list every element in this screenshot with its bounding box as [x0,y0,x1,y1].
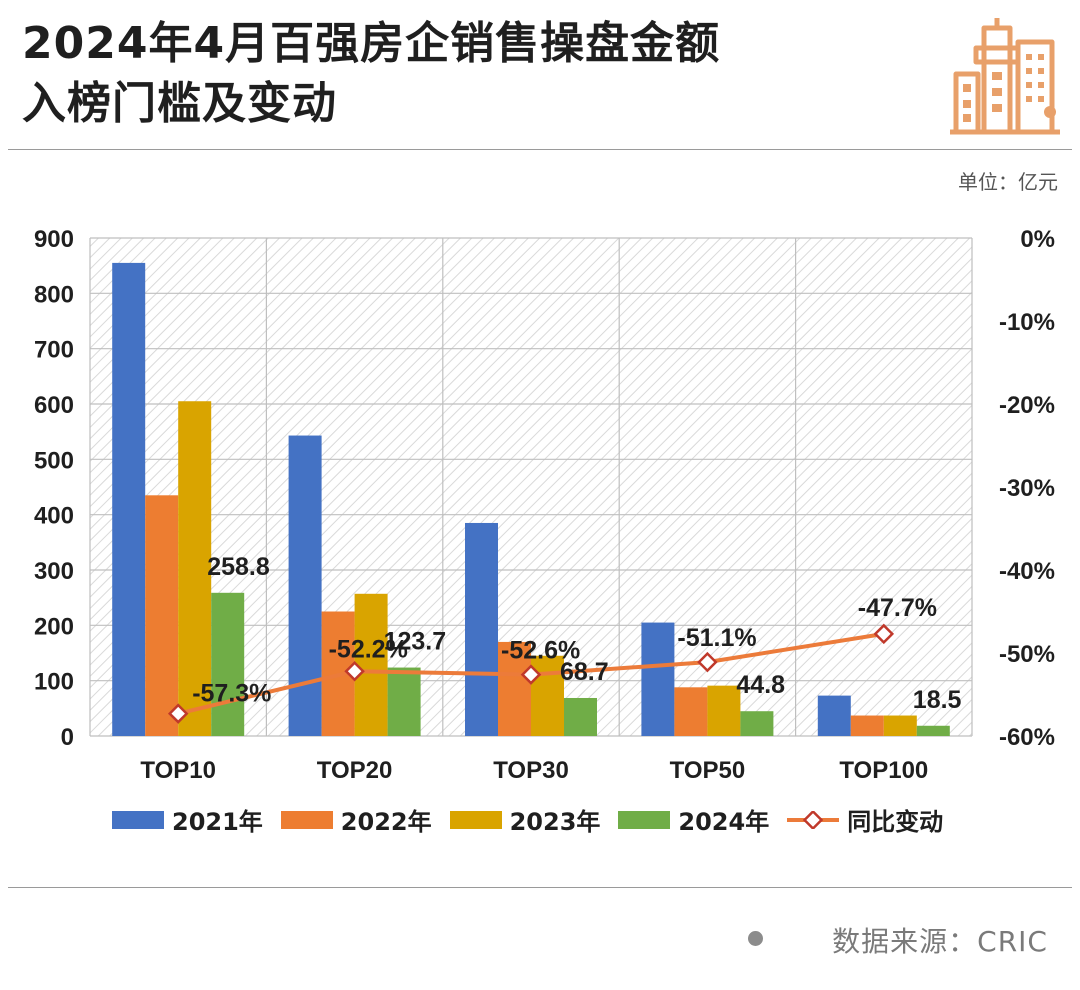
x-tick-label-TOP100: TOP100 [839,757,928,784]
title-line-2: 入榜门槛及变动 [22,78,337,129]
chart-title: 2024年4月百强房企销售操盘金额 入榜门槛及变动 [22,14,720,134]
y-right-tick-label: -60% [999,724,1055,751]
legend-item-2024: 2024年 [618,802,769,837]
yoy-marker-TOP50 [697,651,718,673]
yoy-marker-TOP20 [344,661,365,682]
legend-label-2023: 2023年 [509,808,601,836]
y-left-tick-label: 700 [34,337,74,364]
data-label-2024-TOP20: 123.7 [384,628,447,656]
bar-2022-TOP50 [674,687,708,736]
y-right-tick-label: 0% [1020,226,1055,253]
y-right-tick-label: -10% [999,309,1055,336]
y-left-tick-label: 600 [34,392,74,419]
combo-chart: 258.8 123.7 68.7 44.8 18.5 -57.3% -52.2% -52.6%… [34,226,1055,784]
legend-swatch-2023 [449,810,502,829]
yoy-marker-TOP30 [520,664,542,685]
y-right-tick-label: -50% [999,641,1055,668]
legend-item-2022: 2022年 [280,802,432,837]
bar-2024-TOP30 [564,697,597,736]
legend-label-2021: 2021年 [172,808,263,836]
y-left-tick-label: 200 [34,613,74,640]
legend-item-2021: 2021年 [112,802,263,837]
bullet-dot-icon [748,931,763,946]
bar-2023-TOP50 [707,685,741,736]
bar-2021-TOP20 [288,435,322,736]
bar-2021-TOP10 [112,262,146,736]
bar-2022-TOP100 [850,715,884,736]
data-label-2024-TOP10: 258.8 [207,553,270,581]
data-label-yoy-TOP50: -51.1% [677,624,756,652]
y-left-tick-label: 300 [34,558,74,585]
bar-2021-TOP50 [641,622,675,736]
legend-label-2022: 2022年 [340,808,432,836]
legend-label-2024: 2024年 [678,808,770,836]
bar-2021-TOP100 [817,695,851,736]
data-label-yoy-TOP10: -57.3% [192,680,271,708]
x-tick-label-TOP20: TOP20 [317,757,393,784]
data-label-2024-TOP100: 18.5 [913,686,962,714]
unit-label: 单位：亿元 [958,170,1058,194]
x-tick-label-TOP10: TOP10 [140,757,216,784]
legend-item-yoy: 同比变动 [787,802,943,837]
yoy-marker-TOP100 [873,623,895,645]
y-left-tick-label: 500 [34,447,74,474]
bar-2023-TOP10 [178,401,212,736]
y-right-tick-label: -20% [999,392,1055,419]
y-left-tick-label: 900 [34,226,74,253]
bar-2024-TOP10 [211,592,245,736]
legend-swatch-2022 [280,810,333,829]
y-left-tick-label: 800 [34,281,74,308]
data-label-2024-TOP50: 44.8 [736,671,785,699]
bar-2023-TOP100 [883,715,917,736]
bar-2024-TOP100 [916,725,950,736]
legend-swatch-2024 [618,810,671,829]
bar-2023-TOP30 [531,655,564,736]
legend: 2021年 2022年 2023年 2024年 同比变动 [112,802,961,837]
legend-swatch-2021 [112,810,164,829]
y-left-tick-label: 400 [34,503,74,530]
title-divider [8,149,1072,150]
data-label-2024-TOP30: 68.7 [560,658,609,686]
bar-2022-TOP10 [145,495,179,736]
legend-label-yoy: 同比变动 [847,808,944,836]
bar-2021-TOP30 [465,522,498,736]
footer-divider [8,887,1072,888]
legend-line-swatch [787,810,840,829]
bar-2023-TOP20 [354,593,388,736]
data-label-yoy-TOP100: -47.7% [858,594,937,622]
y-right-tick-label: -30% [999,475,1055,502]
y-left-tick-label: 0 [61,724,74,751]
x-tick-label-TOP30: TOP30 [493,757,569,784]
source-label: 数据来源：CRIC [832,925,1048,958]
legend-item-2023: 2023年 [449,802,601,837]
x-tick-label-TOP50: TOP50 [670,757,746,784]
title-line-1: 2024年4月百强房企销售操盘金额 [22,18,721,69]
bar-2024-TOP50 [740,711,774,736]
yoy-marker-TOP10 [167,703,189,724]
y-right-tick-label: -40% [999,558,1055,585]
y-left-tick-label: 100 [34,669,74,696]
building-skyline-icon [950,18,1060,135]
data-label-yoy-TOP20: -52.2% [329,635,408,663]
data-label-yoy-TOP30: -52.6% [501,637,580,665]
bar-2022-TOP30 [498,641,531,736]
bar-2024-TOP20 [387,667,421,736]
